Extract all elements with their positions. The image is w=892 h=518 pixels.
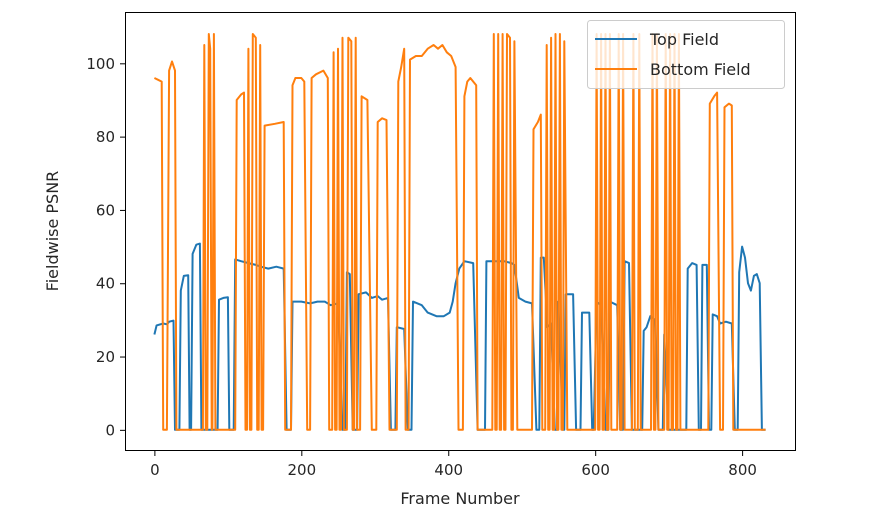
- x-tick-label: 800: [728, 461, 757, 479]
- x-axis-ticks: 0 200 400 600 800: [150, 450, 757, 479]
- legend-label-top-field: Top Field: [649, 30, 719, 49]
- y-axis-label: Fieldwise PSNR: [43, 171, 62, 292]
- y-tick-label: 60: [96, 201, 115, 219]
- y-tick-label: 0: [105, 421, 115, 439]
- y-tick-label: 40: [96, 275, 115, 293]
- legend-label-bottom-field: Bottom Field: [650, 60, 751, 79]
- legend-box: [587, 20, 785, 89]
- x-tick-label: 200: [287, 461, 316, 479]
- y-tick-label: 80: [96, 128, 115, 146]
- y-tick-label: 100: [86, 55, 115, 73]
- x-tick-label: 600: [581, 461, 610, 479]
- legend: Top Field Bottom Field: [587, 20, 785, 89]
- plot-lines: [153, 33, 766, 431]
- y-tick-label: 20: [96, 348, 115, 366]
- series-line-bottom-field: [153, 33, 766, 431]
- x-axis-label: Frame Number: [400, 489, 520, 508]
- plot-frame: [125, 12, 796, 451]
- x-tick-label: 400: [434, 461, 463, 479]
- x-tick-label: 0: [150, 461, 160, 479]
- y-axis-ticks: 0 20 40 60 80 100: [86, 55, 126, 439]
